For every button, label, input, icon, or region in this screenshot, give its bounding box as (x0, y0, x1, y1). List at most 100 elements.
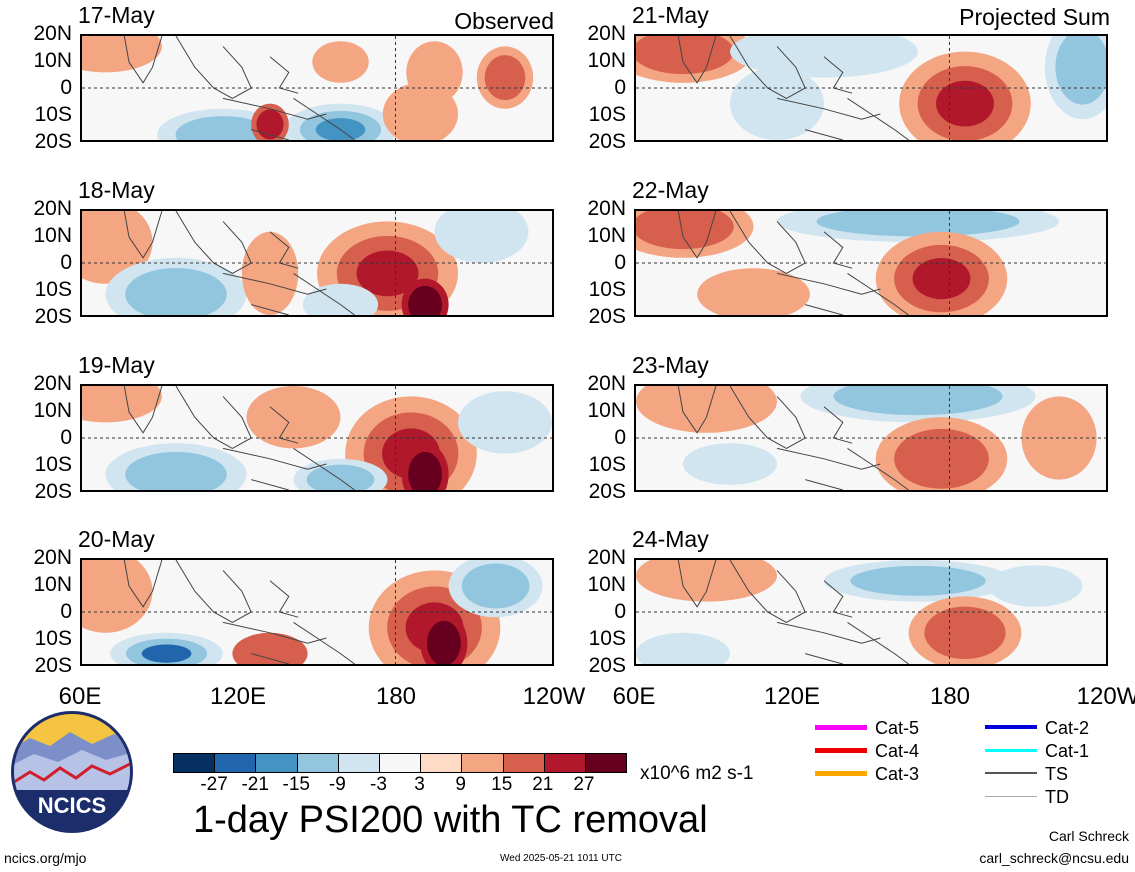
map-panel (634, 558, 1108, 666)
lat-label: 10S (34, 278, 72, 301)
legend-line (815, 770, 867, 776)
lat-label: 10N (33, 573, 72, 596)
coastline (269, 406, 299, 444)
contour-fill (1055, 36, 1106, 105)
coastline (123, 211, 163, 259)
colorbar-swatch (296, 754, 338, 772)
contour-fill (924, 606, 1006, 660)
lat-label: 10S (34, 453, 72, 476)
coastline (293, 447, 355, 490)
contour-fill (683, 443, 777, 485)
contour-fill (426, 620, 461, 664)
lat-label: 20S (34, 305, 72, 328)
footer-url: ncics.org/mjo (4, 850, 87, 866)
colorbar-units: x10^6 m2 s-1 (640, 763, 754, 784)
lat-label: 20S (34, 654, 72, 677)
lat-label: 0 (60, 251, 72, 274)
colorbar-tick: 21 (532, 774, 554, 795)
colorbar-swatch (214, 754, 256, 772)
coastline (776, 621, 881, 644)
lat-label: 10S (588, 278, 626, 301)
panel-date-24-may: 24-May (632, 526, 709, 552)
lon-label: 60E (612, 683, 656, 710)
lat-label: 0 (614, 600, 626, 623)
colorbar-tick: -15 (282, 774, 310, 795)
tc-legend-ts: TS (985, 764, 1125, 786)
contour-fill (232, 632, 308, 664)
lat-label: 10S (588, 103, 626, 126)
lat-label: 0 (60, 426, 72, 449)
contour-fill (382, 82, 458, 140)
lat-label: 10N (33, 49, 72, 72)
lat-label: 20N (587, 546, 626, 569)
lat-label: 20N (587, 197, 626, 220)
map-panel (634, 34, 1108, 142)
colorbar-swatch (337, 754, 379, 772)
contour-fill (636, 560, 777, 602)
legend-line (815, 724, 867, 730)
panel-date-21-may: 21-May (632, 2, 709, 28)
legend-label: TS (1045, 764, 1069, 784)
coastline (251, 653, 289, 664)
lon-label: 120E (209, 683, 267, 710)
lon-label: 180 (375, 683, 417, 710)
lat-label: 10N (33, 224, 72, 247)
lat-label: 20S (34, 130, 72, 153)
lat-label: 10S (588, 627, 626, 650)
contour-fill (256, 109, 284, 140)
lat-label: 20N (33, 197, 72, 220)
coastline (677, 560, 717, 608)
coastline (222, 272, 327, 295)
projected-label: Projected Sum (959, 4, 1110, 30)
coastline (729, 560, 806, 623)
coastline (729, 36, 806, 99)
contour-fill (82, 386, 162, 423)
coastline (251, 129, 289, 140)
contour-fill (636, 211, 734, 250)
contour-fill (636, 386, 777, 433)
contour-fill (636, 36, 734, 75)
legend-line (985, 795, 1037, 797)
coastline (729, 211, 806, 274)
footer-email: carl_schreck@ncsu.edu (979, 850, 1129, 866)
contour-fill (82, 36, 162, 73)
contour-fill (306, 464, 375, 490)
contour-fill (82, 560, 153, 633)
lat-label: 20S (588, 130, 626, 153)
legend-label: Cat-5 (875, 718, 920, 738)
map-panel (634, 209, 1108, 317)
legend-label: TD (1045, 787, 1069, 807)
coastline (776, 272, 881, 295)
map-panel (634, 384, 1108, 492)
tc-legend-cat-1: Cat-1 (985, 741, 1125, 763)
colorbar-tick: -9 (328, 774, 346, 795)
lon-label: 60E (58, 683, 102, 710)
tc-legend-cat-4: Cat-4 (815, 741, 955, 763)
coastline (847, 621, 909, 664)
coastline (823, 580, 853, 618)
colorbar (173, 753, 627, 773)
coastline (805, 304, 843, 315)
coastline (823, 406, 853, 444)
panel-date-18-may: 18-May (78, 177, 155, 203)
coastline (776, 97, 881, 120)
contour-fill (125, 267, 227, 315)
contour-fill (988, 565, 1083, 607)
contour-fill (697, 268, 810, 315)
tc-legend-td: TD (985, 787, 1125, 809)
tc-legend-cat-2: Cat-2 (985, 718, 1125, 740)
contour-fill (484, 55, 526, 101)
coastline (293, 621, 355, 664)
legend-label: Cat-1 (1045, 741, 1090, 761)
lat-label: 0 (614, 251, 626, 274)
contour-fill (912, 258, 971, 300)
panel-date-20-may: 20-May (78, 526, 155, 552)
coastline (222, 97, 327, 120)
contour-fill (241, 231, 299, 315)
lon-label: 120W (1076, 683, 1135, 710)
lat-label: 20S (588, 480, 626, 503)
lat-label: 10N (587, 49, 626, 72)
lat-label: 10S (34, 627, 72, 650)
contour-fill (408, 451, 443, 490)
map-panel (80, 34, 554, 142)
